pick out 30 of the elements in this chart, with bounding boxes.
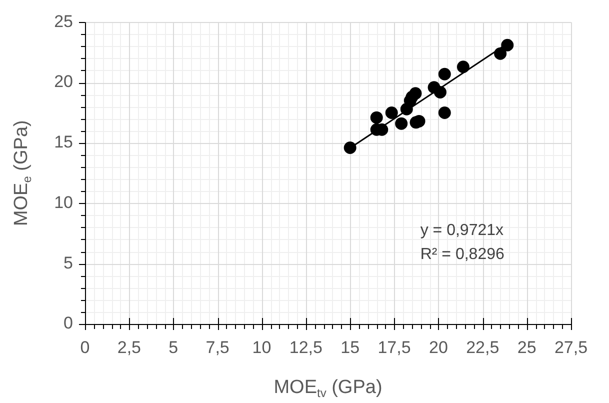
x-tick-label: 12,5: [289, 338, 322, 357]
point: [409, 87, 422, 100]
y-tick-label: 15: [54, 132, 73, 152]
annotation: R² = 0,8296: [420, 246, 504, 263]
y-tick-label: 20: [54, 72, 73, 92]
x-tick-label: 7,5: [206, 338, 230, 357]
y-axis-title: MOEe (GPa): [11, 120, 34, 226]
point: [395, 117, 408, 130]
x-tick-label: 22,5: [466, 338, 500, 357]
annotation: y = 0,9721x: [420, 222, 504, 239]
y-tick-label: 10: [54, 192, 73, 212]
y-tick-label: 25: [54, 12, 73, 31]
point: [370, 111, 383, 124]
x-tick-label: 27,5: [554, 338, 588, 357]
point: [385, 106, 398, 119]
y-tick-label: 0: [64, 314, 73, 333]
x-tick-label: 5: [168, 338, 178, 357]
x-tick-label: 17,5: [378, 338, 411, 357]
x-tick-label: 15: [340, 338, 360, 357]
point: [438, 68, 451, 80]
x-tick-label: 25: [517, 338, 536, 357]
point: [438, 106, 451, 119]
x-tick-label: 10: [252, 338, 272, 357]
x-tick-label: 20: [428, 338, 448, 357]
y-tick-label: 5: [64, 253, 73, 272]
x-tick-label: 2,5: [117, 338, 141, 357]
point: [501, 38, 514, 52]
point: [456, 60, 470, 74]
point: [344, 142, 356, 154]
x-tick-label: 0: [80, 338, 90, 357]
